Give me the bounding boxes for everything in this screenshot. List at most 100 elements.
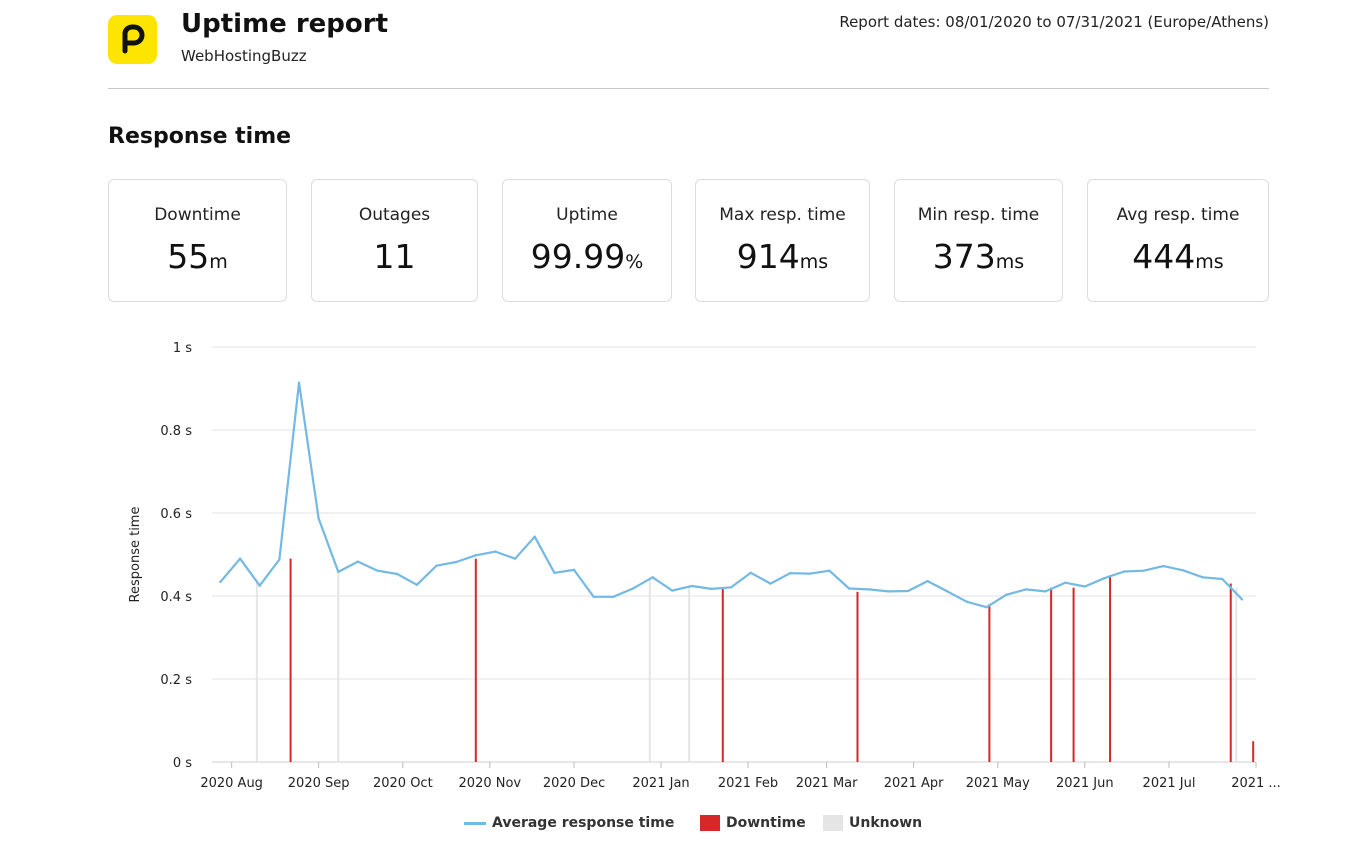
legend-swatch-unknown [823,815,843,831]
data-point [671,589,674,592]
stat-unit: % [625,251,644,273]
data-point [396,572,399,576]
y-tick-label: 1 s [173,341,192,356]
stat-unit: ms [995,251,1025,273]
logo-p-icon [122,24,145,54]
data-point [494,550,497,553]
data-point [317,517,320,520]
legend-label: Average response time [492,815,675,831]
data-point [965,600,969,604]
y-tick-label: 0 s [173,756,192,771]
stat-number: 55 [167,237,210,276]
stat-value: 444ms [1088,237,1268,276]
data-point [1201,576,1204,579]
x-tick-label: 2020 Aug [200,776,263,791]
data-point [612,595,615,599]
data-point [1162,564,1165,568]
downtime-bar [289,558,292,762]
legend-swatch-line [464,821,486,825]
data-point [808,572,811,575]
data-point [435,564,438,567]
downtime-bar [1050,587,1053,762]
data-point [985,606,988,609]
data-point [219,580,222,584]
legend-item-downtime[interactable]: Downtime [700,815,806,831]
data-point [474,554,478,557]
stat-value: 373ms [895,237,1062,276]
x-tick-label: 2020 Nov [459,776,522,791]
y-tick-label: 0.2 s [160,673,192,688]
data-point [238,557,242,560]
legend-swatch-downtime [700,815,720,831]
data-point [906,589,910,593]
data-point [946,590,949,593]
downtime-bar [1072,587,1075,762]
stat-number: 99.99 [530,237,626,276]
downtime-bar [474,558,477,762]
data-point [1240,598,1244,601]
chart-legend: Average response time Downtime Unknown [0,815,1364,835]
stat-label: Max resp. time [719,205,846,225]
data-point [651,576,654,579]
stat-card-downtime: Downtime 55m [108,179,287,302]
x-tick-label: 2021 Feb [718,776,778,791]
x-tick-label: 2020 Oct [373,776,433,791]
downtime-bar [988,604,991,762]
stat-unit: m [209,251,228,273]
stat-label: Downtime [154,205,241,225]
legend-item-average[interactable]: Average response time [464,815,674,831]
data-point [1005,593,1008,596]
stat-number: 914 [736,237,800,276]
data-point [926,579,929,583]
data-point [769,582,772,585]
stat-card-avg-resp: Avg resp. time 444ms [1087,179,1269,302]
data-point [1221,577,1224,581]
data-point [454,560,458,564]
header-divider [108,88,1269,89]
x-tick-label: 2021 Jun [1056,776,1114,791]
data-point [572,568,576,572]
downtime-bar [1229,583,1232,762]
data-point [788,571,792,575]
data-point [376,569,379,572]
data-point [749,571,753,574]
x-tick-label: 2021 Jan [632,776,689,791]
stat-card-max-resp: Max resp. time 914ms [695,179,870,302]
legend-item-unknown[interactable]: Unknown [823,815,922,831]
data-point [258,584,261,587]
data-point [337,570,340,574]
data-point [729,586,733,589]
unknown-bar [688,587,691,762]
app-logo [108,15,157,64]
data-point [1181,569,1185,572]
stat-label: Avg resp. time [1116,205,1240,225]
data-point [710,587,713,591]
data-point [1122,570,1126,573]
stat-card-min-resp: Min resp. time 373ms [894,179,1063,302]
unknown-bar [337,571,340,762]
data-point [828,569,831,572]
unknown-bar [255,579,258,762]
stat-card-outages: Outages 11 [311,179,478,302]
data-point [1044,590,1047,593]
series-line-average [219,381,1243,609]
data-point [690,584,694,588]
x-tick-label: 2021 May [966,776,1030,791]
data-point [1063,581,1067,584]
data-point [1103,576,1106,580]
stat-card-uptime: Uptime 99.99% [502,179,672,302]
stat-unit: ms [1195,251,1224,273]
stat-label: Outages [358,205,431,225]
downtime-bar [1109,575,1112,762]
stat-value: 11 [312,237,477,276]
data-point [356,560,360,563]
stat-value: 914ms [696,237,869,276]
data-point [867,588,870,591]
stat-number: 11 [373,237,416,276]
data-point [592,595,595,599]
unknown-bar [1235,587,1238,762]
stat-unit: ms [799,251,829,273]
report-dates: Report dates: 08/01/2020 to 07/31/2021 (… [839,13,1269,31]
x-tick-label: 2020 Sep [288,776,350,791]
stat-value: 55m [109,237,286,276]
